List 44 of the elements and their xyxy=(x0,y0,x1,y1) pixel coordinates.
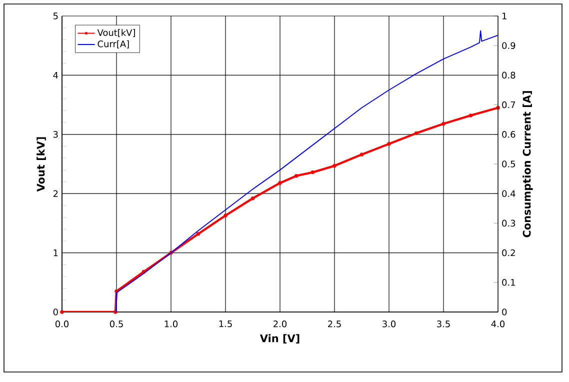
x-tick-label: 3.0 xyxy=(382,320,396,328)
x-tick-label: 1.5 xyxy=(219,320,232,328)
legend-label: Vout[kV] xyxy=(97,29,135,38)
point xyxy=(468,114,473,118)
x-tick-label: 1.0 xyxy=(164,320,178,328)
legend-label: Curr[A] xyxy=(98,40,129,48)
y2-tick-label: 0.5 xyxy=(502,160,516,168)
y-tick-label: 0 xyxy=(53,308,58,316)
x-tick-label: 2.5 xyxy=(328,320,341,328)
point xyxy=(414,131,418,136)
y2-tick-label: 0.3 xyxy=(502,220,516,227)
x-tick-label: 3.5 xyxy=(437,320,450,328)
y2-tick-label: 0.4 xyxy=(502,190,516,197)
y-axis-title: Vout [kV] xyxy=(36,137,46,192)
y2-tick-label: 1 xyxy=(502,12,506,20)
y2-tick-label: 0.8 xyxy=(502,72,516,79)
y-tick-label: 2 xyxy=(53,190,58,197)
y2-tick-label: 0.1 xyxy=(502,279,515,286)
x-tick-label: 0.0 xyxy=(55,320,69,328)
x-tick-label: 4.0 xyxy=(491,320,505,328)
y-tick-label: 4 xyxy=(53,72,58,78)
y-tick-label: 1 xyxy=(54,250,58,256)
y-tick-label: 5 xyxy=(53,12,58,20)
y2-tick-label: 0.9 xyxy=(502,42,516,49)
point xyxy=(278,181,282,185)
point xyxy=(387,142,391,146)
point xyxy=(60,310,64,314)
point xyxy=(250,196,255,200)
y2-tick-label: 0.7 xyxy=(502,101,516,108)
y2-tick-label: 0 xyxy=(502,308,507,316)
x-axis-title: Vin [V] xyxy=(260,334,300,344)
y-tick-label: 3 xyxy=(53,131,58,138)
point xyxy=(196,232,200,236)
point xyxy=(442,122,446,126)
point xyxy=(310,170,315,174)
x-tick-label: 0.5 xyxy=(110,320,123,328)
x-tick-label: 2.0 xyxy=(274,320,287,328)
y2-tick-label: 0.2 xyxy=(502,249,515,256)
point xyxy=(360,152,364,156)
point xyxy=(224,214,228,218)
y2-axis-title: Consumption Current [A] xyxy=(522,91,533,238)
point xyxy=(114,310,118,314)
point xyxy=(332,164,336,168)
y2-tick-label: 0.6 xyxy=(502,131,516,138)
